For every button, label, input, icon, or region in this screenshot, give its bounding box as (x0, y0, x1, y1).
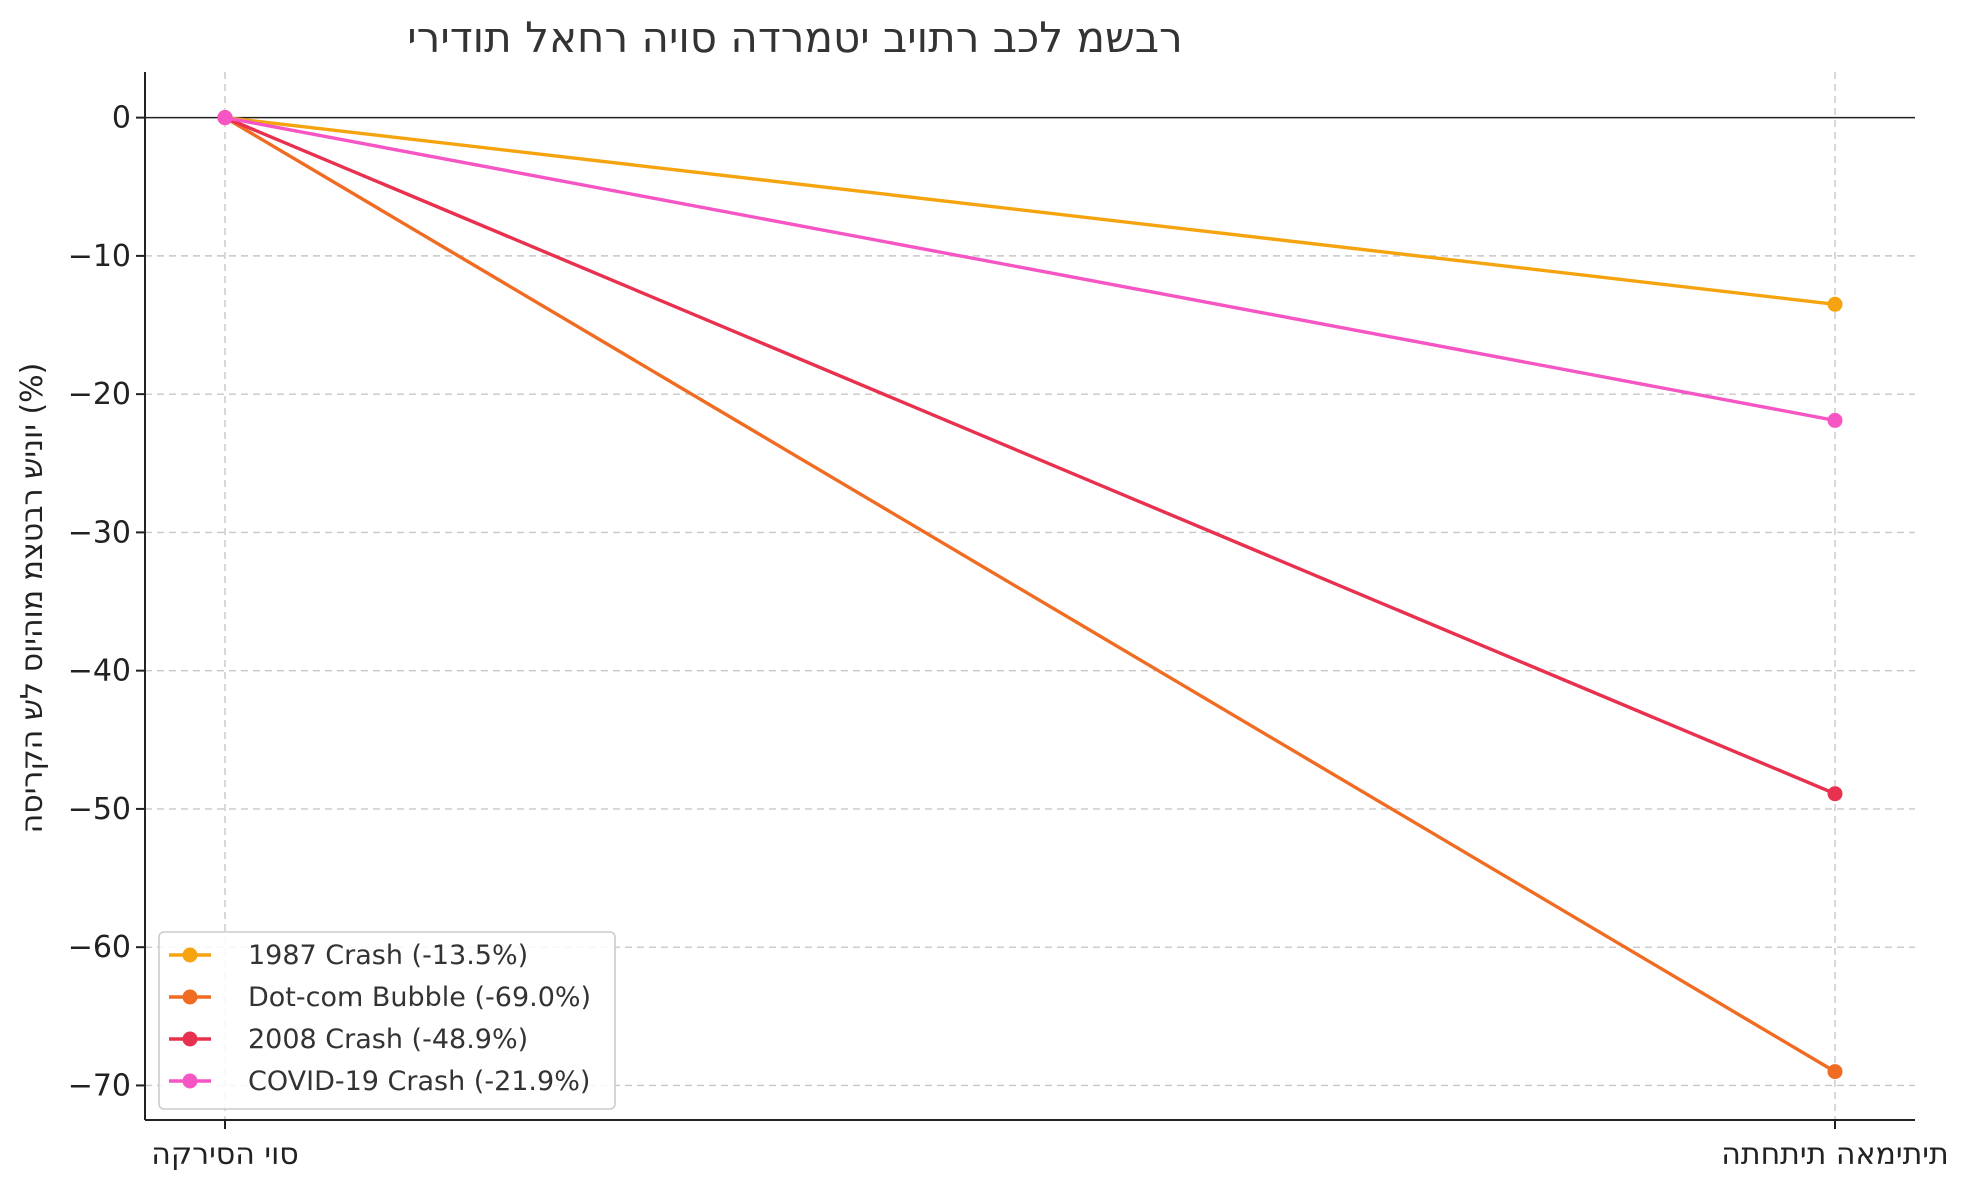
legend-label: 1987 Crash (-13.5%) (248, 940, 528, 971)
x-tick-label: סוי הסירקה (151, 1137, 298, 1172)
data-point (217, 110, 233, 126)
y-tick-label: −20 (68, 377, 131, 412)
legend-box (158, 931, 616, 1110)
series (217, 110, 1843, 1080)
legend-swatch-marker (182, 1073, 198, 1089)
x-ticks: סוי הסירקה תיתימאה תיתחתה (151, 1120, 1949, 1172)
data-point (1827, 786, 1843, 802)
series-group (217, 110, 1843, 312)
legend-label: Dot-com Bubble (-69.0%) (248, 982, 591, 1013)
data-point (1827, 296, 1843, 312)
y-tick-label: −50 (68, 792, 131, 827)
x-tick-label: תיתימאה תיתחתה (1721, 1137, 1948, 1172)
legend-swatch-marker (182, 947, 198, 963)
legend-label: 2008 Crash (-48.9%) (248, 1024, 528, 1055)
axes (144, 72, 1915, 1121)
series-line (224, 116, 1836, 1074)
y-axis-label: יוניש רבטצמ מוהיוס לש הקריסה (%) (15, 363, 50, 834)
legend-swatch-marker (182, 1031, 198, 1047)
series-group (217, 110, 1843, 428)
series-line (224, 115, 1836, 306)
series-line (224, 115, 1836, 423)
legend: 1987 Crash (-13.5%) Dot-com Bubble (-69.0… (158, 931, 616, 1110)
y-tick-label: 0 (112, 101, 131, 136)
y-tick-label: −30 (68, 515, 131, 550)
y-tick-label: −70 (68, 1068, 131, 1103)
y-tick-label: −40 (68, 654, 131, 689)
legend-label: COVID-19 Crash (-21.9%) (248, 1066, 590, 1097)
y-tick-label: −60 (68, 930, 131, 965)
data-point (1827, 1064, 1843, 1080)
y-ticks: 0 −10 −20 −30 −40 −50 −60 −70 (68, 101, 145, 1103)
chart-title: רבשמ לכב רתויב יטמרדה סויה רחאל תודירי (407, 13, 1182, 62)
series-group (217, 110, 1843, 802)
legend-swatch-marker (182, 989, 198, 1005)
series-line (224, 116, 1836, 796)
data-point (1827, 412, 1843, 428)
y-tick-label: −10 (68, 239, 131, 274)
